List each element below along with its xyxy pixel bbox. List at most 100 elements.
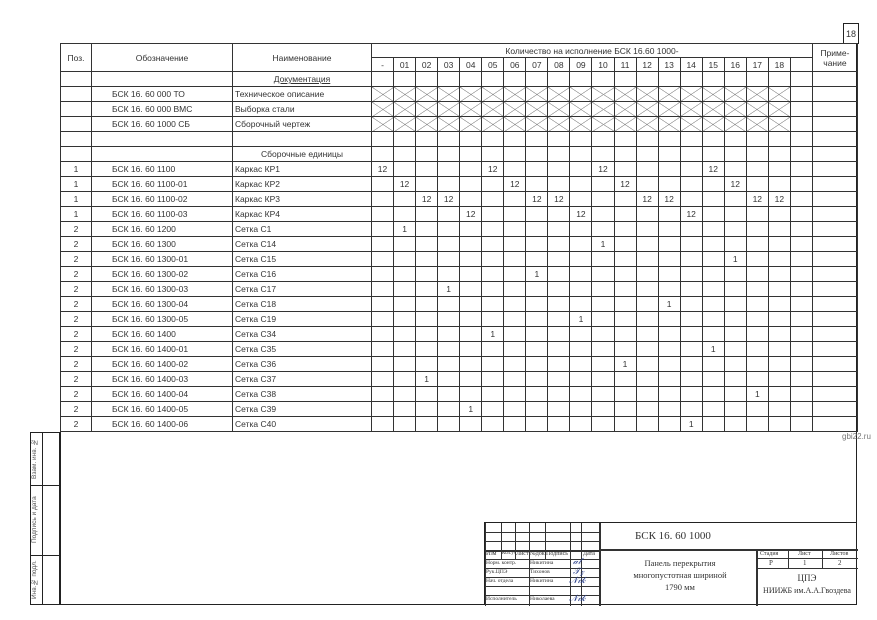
designation-cell: БСК 16. 60 1100-03: [91, 206, 233, 222]
qty-cell: [569, 236, 593, 252]
designation-cell: БСК 16. 60 000 ТО: [91, 86, 233, 102]
designation-cell: БСК 16. 60 1400-06: [91, 416, 233, 432]
item-row: 2 БСК 16. 60 1400-03 Сетка С37 1: [60, 371, 858, 387]
qty-cell: [393, 146, 417, 162]
title-block: Изм Кол.уч Лист №док Подпись Дата Норм. …: [484, 522, 858, 606]
qty-cell: [525, 401, 549, 417]
crossed-cell: [657, 86, 681, 102]
qty-cell: [679, 176, 703, 192]
qty-cell: [657, 401, 681, 417]
qty-cell: [767, 311, 791, 327]
qty-cell: [723, 311, 747, 327]
qty-cell: [613, 311, 637, 327]
qty-cell: [525, 356, 549, 372]
qty-cell: [525, 176, 549, 192]
qty-cell: [503, 326, 527, 342]
qty-cell: [503, 401, 527, 417]
crossed-cell: [415, 116, 439, 132]
name-cell: [232, 131, 372, 147]
qty-cell: [657, 206, 681, 222]
qty-cell: [789, 311, 813, 327]
qty-cell: [613, 371, 637, 387]
qty-cell: [789, 401, 813, 417]
qty-cell: [481, 371, 505, 387]
qty-cell: 12: [415, 191, 439, 207]
qty-cell: [679, 311, 703, 327]
qty-cell: 12: [657, 191, 681, 207]
crossed-cell: [635, 101, 659, 117]
qty-cell: [635, 311, 659, 327]
qty-cell: [701, 191, 725, 207]
pos-cell: 1: [60, 161, 92, 177]
qty-cell: [657, 326, 681, 342]
note-cell: [811, 371, 858, 387]
qty-cell: 1: [613, 356, 637, 372]
qty-cell: [789, 191, 813, 207]
qty-cell: [503, 341, 527, 357]
qty-cell: [569, 401, 593, 417]
qty-cell: [459, 221, 483, 237]
qty-cell: [657, 251, 681, 267]
qty-cell: 1: [459, 401, 483, 417]
qty-cell: [393, 401, 417, 417]
header-variant: 17: [745, 57, 769, 72]
qty-cell: [789, 266, 813, 282]
document-title: Панель перекрытия многопустотная шириной…: [633, 558, 727, 592]
qty-cell: [657, 281, 681, 297]
qty-cell: [569, 416, 593, 432]
qty-cell: [393, 161, 417, 177]
header-variants-row: -01 02 03 04 05 06 07 08 09 10 11 12 13 14 15 16 17 18: [61, 57, 858, 72]
qty-cell: [679, 71, 703, 87]
qty-cell: [393, 206, 417, 222]
qty-cell: [789, 236, 813, 252]
section-documentation: Документация: [232, 71, 372, 87]
qty-cell: [591, 326, 615, 342]
header-variant: 08: [547, 57, 571, 72]
pos-cell: 2: [60, 401, 92, 417]
qty-cell: [657, 221, 681, 237]
qty-cell: [679, 131, 703, 147]
qty-cell: [547, 356, 571, 372]
header-variant: -: [370, 57, 395, 72]
qty-cell: [745, 221, 769, 237]
qty-cell: [701, 386, 725, 402]
qty-cell: [745, 206, 769, 222]
qty-cell: [723, 146, 747, 162]
header-variant: 16: [723, 57, 747, 72]
qty-cell: [679, 356, 703, 372]
qty-cell: [393, 251, 417, 267]
qty-cell: [701, 371, 725, 387]
qty-cell: [767, 326, 791, 342]
col-change: Изм: [486, 551, 497, 557]
qty-cell: [767, 251, 791, 267]
qty-cell: [613, 296, 637, 312]
qty-cell: [723, 416, 747, 432]
pos-cell: [60, 146, 92, 162]
qty-cell: [415, 71, 439, 87]
qty-cell: [415, 131, 439, 147]
qty-cell: [745, 146, 769, 162]
qty-cell: [481, 206, 505, 222]
qty-cell: [657, 371, 681, 387]
qty-cell: [767, 401, 791, 417]
qty-cell: 12: [679, 206, 703, 222]
qty-cell: [393, 371, 417, 387]
qty-cell: [679, 281, 703, 297]
header-variant: 04: [459, 57, 483, 72]
qty-cell: [437, 161, 461, 177]
qty-cell: [569, 341, 593, 357]
qty-cell: [723, 236, 747, 252]
note-cell: [811, 161, 858, 177]
name-norm-control: Никитина: [530, 560, 554, 566]
crossed-cell: [613, 101, 637, 117]
qty-cell: [635, 356, 659, 372]
qty-cell: [547, 206, 571, 222]
qty-cell: [459, 236, 483, 252]
qty-cell: [459, 356, 483, 372]
qty-cell: [657, 341, 681, 357]
qty-cell: [370, 191, 395, 207]
col-signature: Подпись: [546, 551, 569, 557]
designation-cell: БСК 16. 60 1400-01: [91, 341, 233, 357]
qty-cell: [569, 356, 593, 372]
item-row: 2 БСК 16. 60 1400-04 Сетка С38 1: [60, 386, 858, 402]
